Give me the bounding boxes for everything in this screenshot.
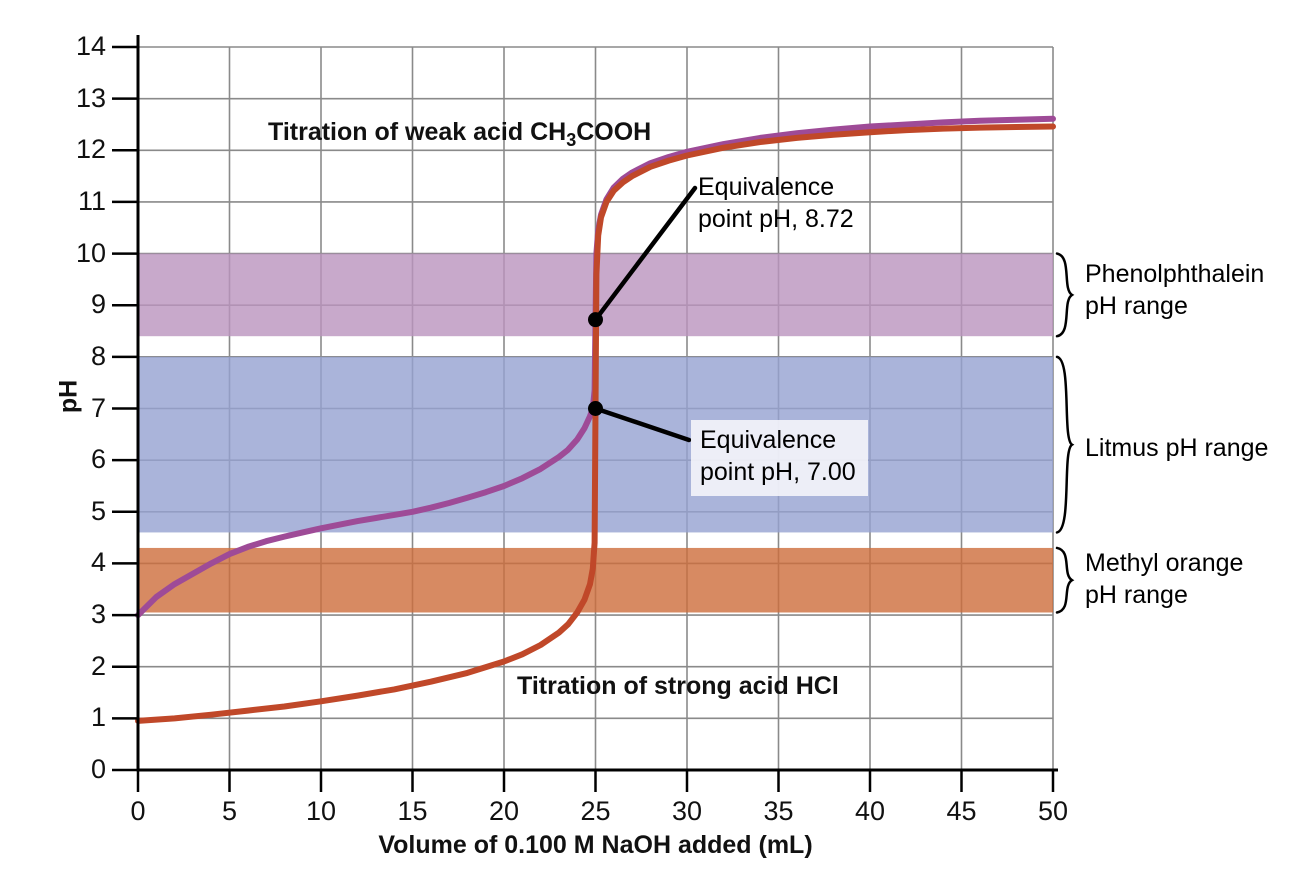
y-tick-label: 0 — [90, 754, 106, 784]
weak-acid-label-subscript: 3 — [566, 130, 577, 150]
y-tick-label: 3 — [90, 599, 106, 630]
weak-acid-curve-label: Titration of weak acid CH3COOH — [268, 118, 651, 151]
y-tick-label: 14 — [75, 31, 106, 61]
y-axis-title: pH — [54, 379, 83, 414]
brace-phenolphthalein — [1055, 252, 1075, 338]
equivalence-annotation-strong: Equivalence point pH, 7.00 — [691, 420, 868, 496]
strong-acid-curve-label: Titration of strong acid HCl — [517, 672, 839, 700]
curve-weak-acid — [135, 115, 1056, 619]
x-tick-label: 0 — [130, 796, 146, 826]
phenolphthalein-range-label: Phenolphthalein pH range — [1085, 258, 1264, 322]
phenolphthalein-range-label-line2: pH range — [1085, 292, 1188, 320]
y-tick-label: 6 — [90, 444, 106, 475]
weak-acid-label-suffix: COOH — [576, 118, 652, 146]
x-tick-label: 50 — [1037, 796, 1069, 826]
y-tick-label: 12 — [75, 134, 106, 165]
x-axis-title: Volume of 0.100 M NaOH added (mL) — [378, 831, 813, 859]
x-tick-label: 45 — [946, 796, 977, 826]
x-tick-label: 25 — [580, 796, 611, 826]
equivalence-annotation-strong-line2: point pH, 7.00 — [700, 458, 856, 486]
methyl-orange-range-label-line1: Methyl orange — [1085, 549, 1244, 577]
x-tick-label: 35 — [763, 796, 794, 826]
leader-line — [593, 406, 692, 443]
x-tick-label: 5 — [221, 796, 238, 826]
y-tick-label: 2 — [90, 650, 106, 681]
y-tick-label: 13 — [75, 82, 106, 113]
equivalence-annotation-weak: Equivalence point pH, 8.72 — [698, 171, 854, 235]
methyl-orange-range-label-line2: pH range — [1085, 581, 1188, 609]
x-tick-label: 10 — [305, 796, 337, 826]
weak-acid-label-prefix: Titration of weak acid CH — [268, 118, 567, 146]
leader-line — [593, 185, 698, 322]
y-tick-label: 9 — [90, 289, 106, 320]
y-tick-label: 10 — [75, 237, 106, 268]
x-tick-label: 40 — [854, 796, 886, 826]
x-tick-label: 20 — [488, 796, 520, 826]
y-tick-label: 5 — [90, 495, 106, 526]
y-tick-label: 7 — [90, 392, 106, 423]
litmus-range-label: Litmus pH range — [1085, 434, 1269, 462]
y-tick-label: 4 — [90, 547, 106, 578]
y-tick-label: 1 — [90, 702, 106, 733]
y-tick-label: 8 — [90, 340, 106, 371]
equivalence-point-dot — [588, 312, 603, 328]
methyl-orange-range-label: Methyl orange pH range — [1085, 547, 1243, 611]
x-tick-label: 30 — [671, 796, 703, 826]
y-tick-label: 11 — [77, 185, 106, 216]
phenolphthalein-range-label-line1: Phenolphthalein — [1085, 260, 1265, 288]
brace-litmus — [1055, 355, 1075, 534]
equivalence-annotation-weak-line2: point pH, 8.72 — [698, 205, 854, 233]
x-tick-label: 15 — [397, 796, 428, 826]
brace-methyl-orange — [1055, 546, 1075, 614]
equivalence-annotation-strong-line1: Equivalence — [700, 426, 837, 454]
equivalence-annotation-weak-line1: Equivalence — [698, 173, 835, 201]
equivalence-point-dot — [588, 401, 603, 416]
